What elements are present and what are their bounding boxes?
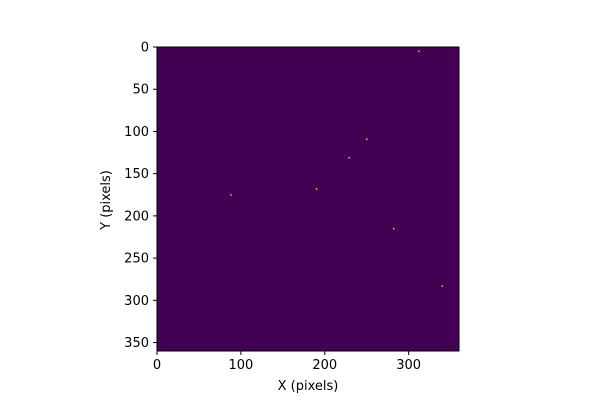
bright-pixel-2 (348, 157, 350, 159)
axes-layer (156, 46, 460, 352)
x-tick-label-1: 100 (228, 358, 253, 373)
y-tick-label-5: 250 (124, 252, 149, 267)
heatmap-image (157, 47, 459, 351)
bright-pixel-6 (441, 285, 444, 287)
y-tick-label-3: 150 (124, 167, 149, 182)
bright-pixel-5 (392, 227, 395, 230)
y-ticks: 0 50 100 150 200 250 300 350 (124, 41, 157, 351)
x-ticks: 0 100 200 300 (153, 351, 421, 373)
bright-pixel-3 (315, 188, 318, 190)
bright-pixels-layer (230, 50, 444, 287)
bright-pixel-4 (230, 194, 232, 196)
y-tick-label-4: 200 (124, 209, 149, 224)
y-tick-label-2: 100 (124, 125, 149, 140)
plot-frame (156, 46, 460, 352)
bright-pixel-1 (366, 138, 368, 140)
x-axis-label: X (pixels) (278, 379, 339, 394)
y-tick-label-0: 0 (141, 41, 149, 56)
y-tick-label-1: 50 (132, 83, 149, 98)
x-tick-label-0: 0 (153, 358, 161, 373)
image-layer (157, 47, 459, 351)
bright-pixel-0 (418, 50, 420, 53)
x-tick-label-3: 300 (396, 358, 421, 373)
y-tick-label-6: 300 (124, 294, 149, 309)
y-tick-label-7: 350 (124, 336, 149, 351)
y-axis-label: Y (pixels) (99, 170, 114, 231)
x-tick-label-2: 200 (312, 358, 337, 373)
